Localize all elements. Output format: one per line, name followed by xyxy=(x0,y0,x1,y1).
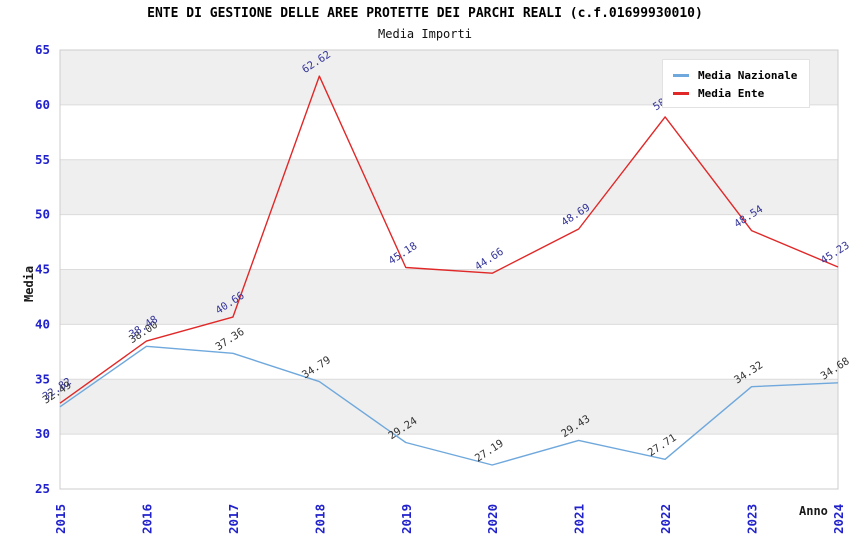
legend-item-media-ente: Media Ente xyxy=(673,87,801,100)
grid-band xyxy=(60,269,838,325)
x-tick-label: 2020 xyxy=(485,504,500,534)
y-axis-label: Media xyxy=(22,265,36,302)
chart-title: ENTE DI GESTIONE DELLE AREE PROTETTE DEI… xyxy=(147,6,703,21)
x-axis-label: Anno xyxy=(799,504,828,518)
grid-band xyxy=(60,159,838,215)
y-tick-label: 50 xyxy=(35,207,50,222)
y-tick-label: 60 xyxy=(35,97,50,112)
legend-item-media-nazionale: Media Nazionale xyxy=(673,69,801,82)
legend-label-ente: Media Ente xyxy=(698,87,765,100)
x-tick-label: 2022 xyxy=(658,504,673,534)
plot-frame xyxy=(59,49,839,490)
y-tick-label: 55 xyxy=(35,152,50,167)
y-tick-label: 45 xyxy=(35,262,50,277)
x-tick-label: 2019 xyxy=(399,504,414,534)
x-tick-label: 2017 xyxy=(226,504,241,534)
legend: Media Nazionale Media Ente xyxy=(662,59,810,108)
grid-band xyxy=(60,434,838,489)
grid-band xyxy=(60,214,838,270)
x-tick-label: 2018 xyxy=(312,504,327,534)
chart-subtitle: Media Importi xyxy=(378,27,472,41)
x-tick-label: 2024 xyxy=(831,504,846,534)
legend-swatch-ente-icon xyxy=(673,92,689,95)
x-tick-label: 2021 xyxy=(572,504,587,534)
grid-band xyxy=(60,104,838,160)
series-line-media-ente xyxy=(59,75,839,404)
x-tick-label: 2015 xyxy=(53,504,68,534)
grid-band xyxy=(60,324,838,380)
x-tick-label: 2016 xyxy=(139,504,154,534)
y-tick-label: 40 xyxy=(35,316,50,331)
y-tick-label: 30 xyxy=(35,426,50,441)
x-tick-label: 2023 xyxy=(745,504,760,534)
grid-band xyxy=(60,379,838,435)
legend-swatch-nazionale-icon xyxy=(673,74,689,77)
legend-label-nazionale: Media Nazionale xyxy=(698,69,798,82)
series-line-media-nazionale xyxy=(59,345,839,466)
y-tick-label: 35 xyxy=(35,371,50,386)
y-tick-label: 25 xyxy=(35,481,50,496)
y-tick-label: 65 xyxy=(35,42,50,57)
